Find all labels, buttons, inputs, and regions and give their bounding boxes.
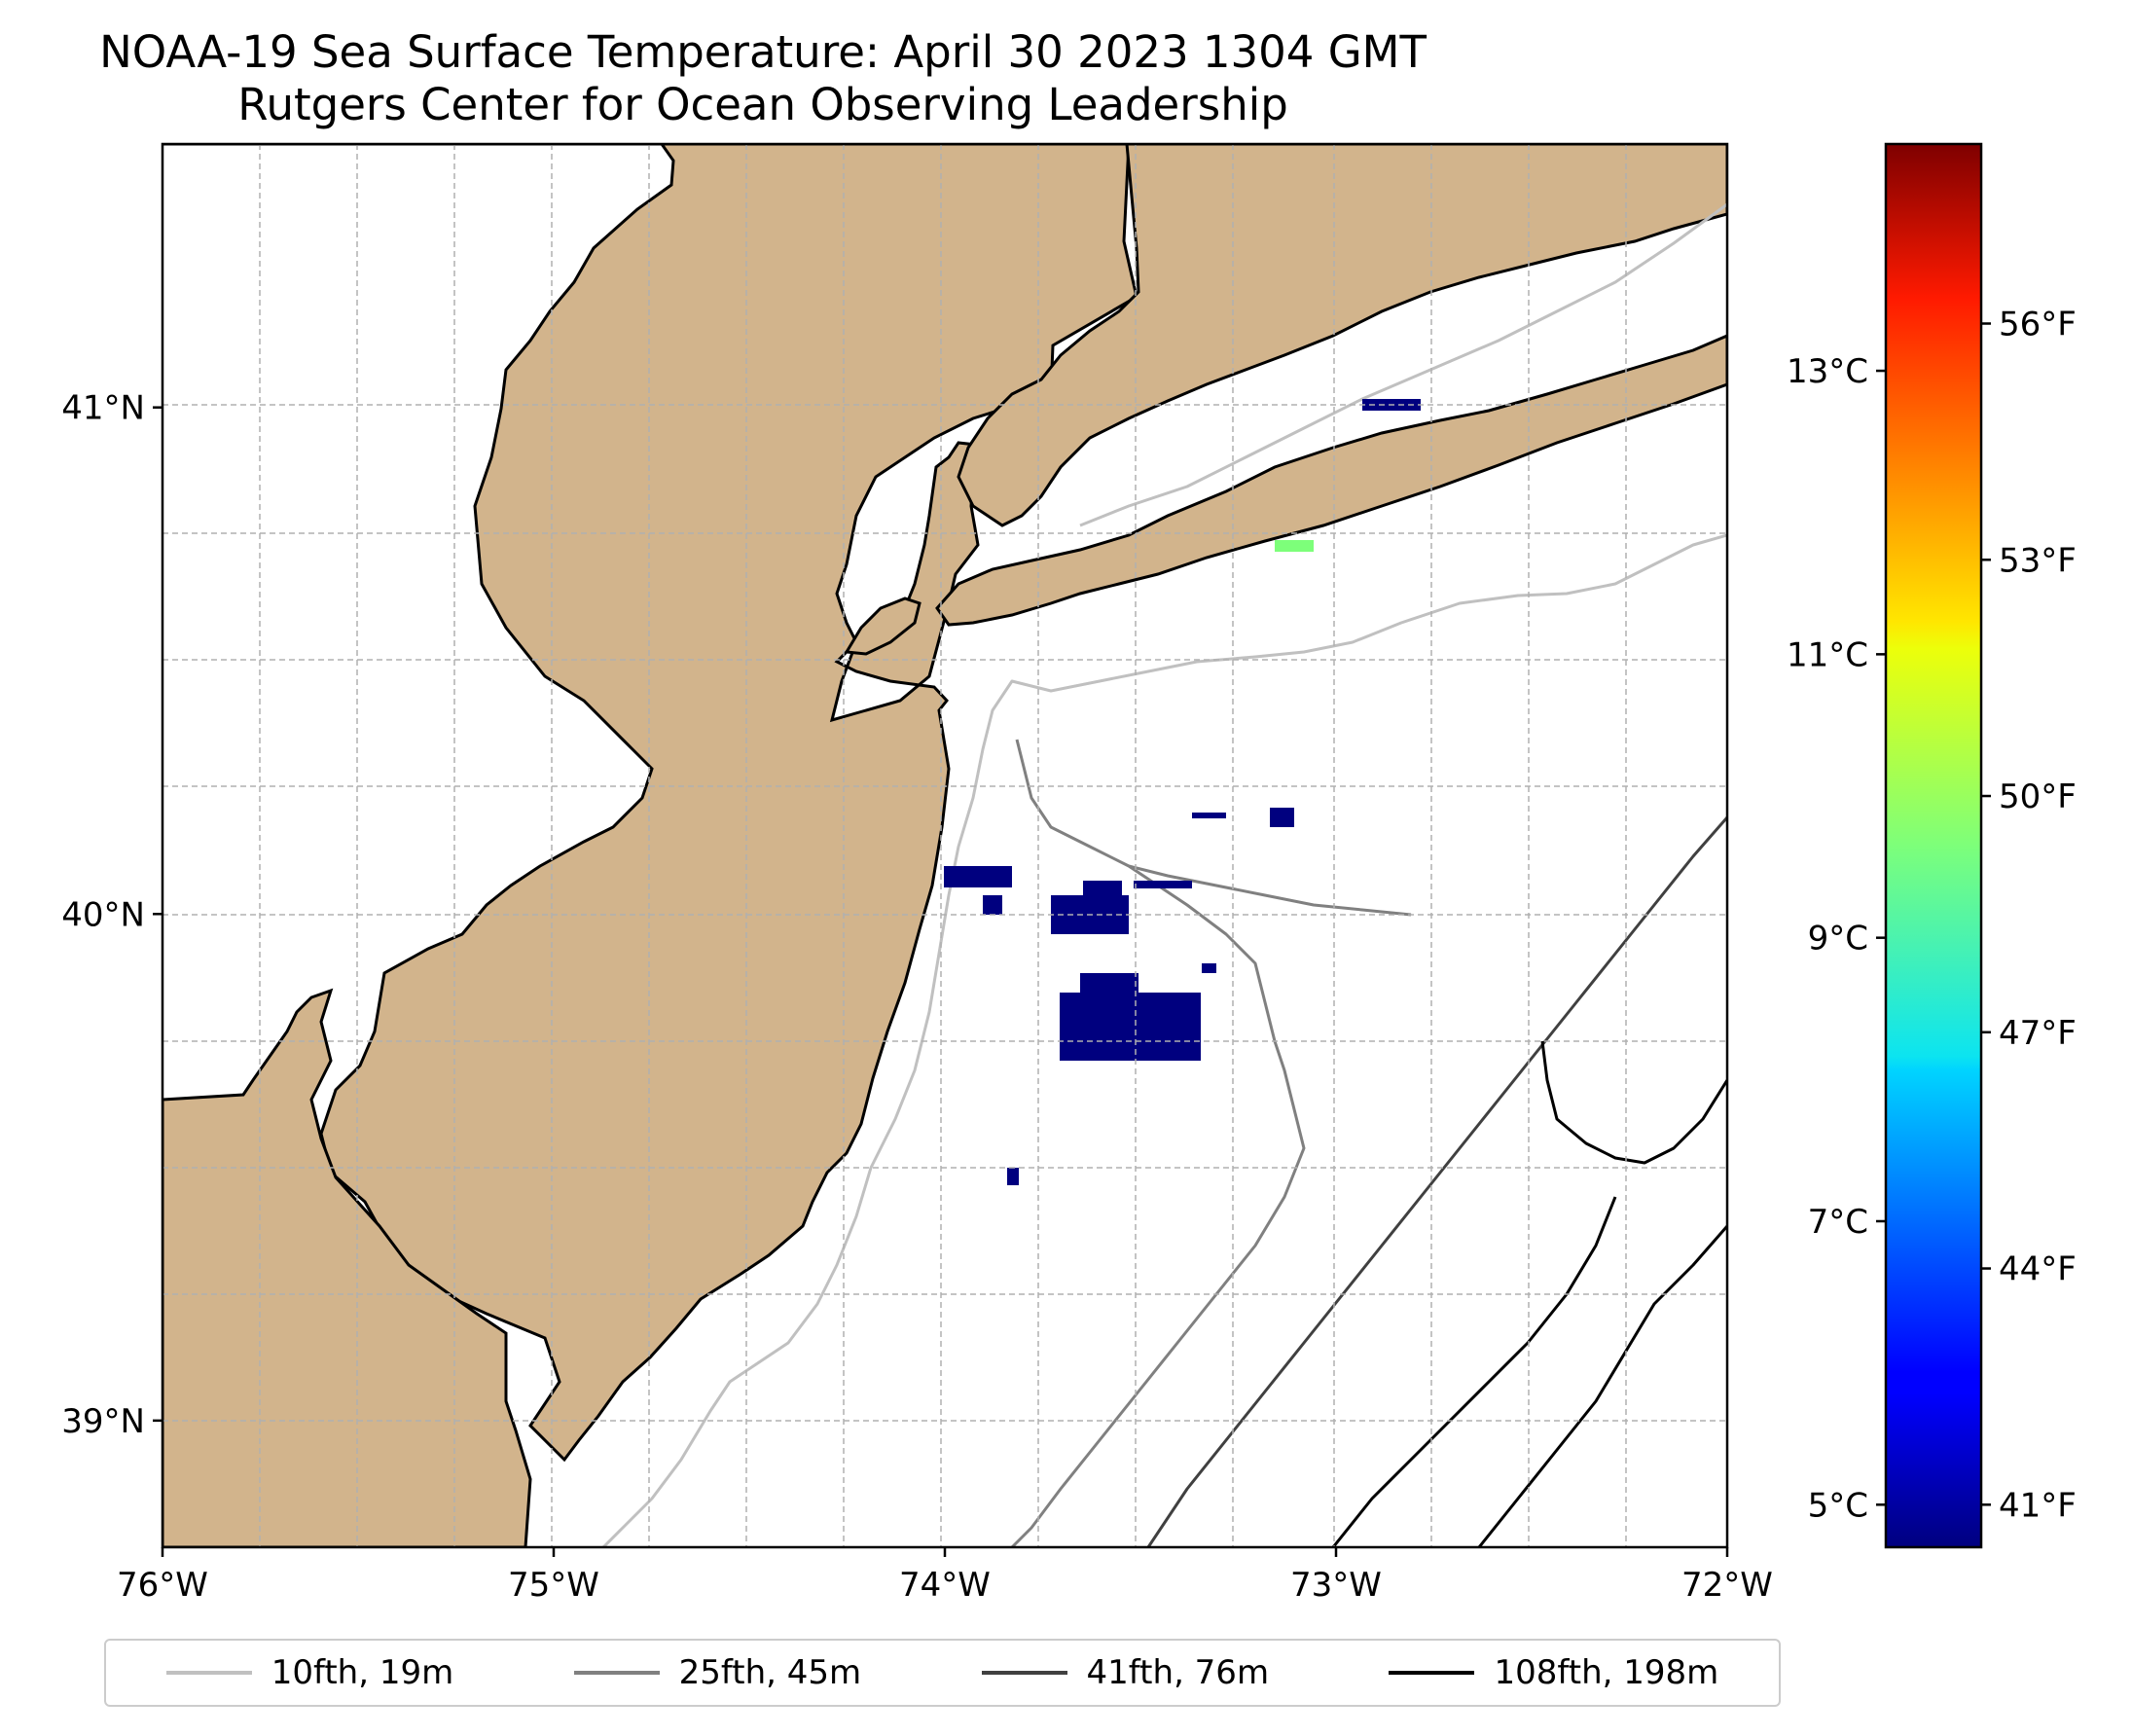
land-connecticut bbox=[957, 144, 1727, 527]
map-title: NOAA-19 Sea Surface Temperature: April 3… bbox=[99, 26, 1427, 78]
legend-line-swatch bbox=[981, 1671, 1067, 1675]
contour-108fth-east bbox=[1477, 1225, 1727, 1547]
legend-label: 10fth, 19m bbox=[271, 1653, 454, 1692]
colorbar-fahrenheit-label: 44°F bbox=[1999, 1250, 2077, 1289]
colorbar-fahrenheit-axis: 56°F 53°F 50°F 47°F 44°F 41°F bbox=[1981, 305, 2077, 1525]
contour-41fth bbox=[1146, 816, 1727, 1547]
lon-tick-label: 72°W bbox=[1681, 1566, 1773, 1605]
legend-entry: 10fth, 19m bbox=[165, 1653, 454, 1692]
latitude-axis: 41°N 40°N 39°N bbox=[61, 389, 163, 1441]
colorbar-celsius-axis: 13°C 11°C 9°C 7°C 5°C bbox=[1787, 352, 1886, 1525]
contour-10fth-north bbox=[1079, 202, 1727, 527]
land-long-island bbox=[935, 334, 1727, 627]
colorbar-celsius-label: 9°C bbox=[1808, 920, 1868, 958]
legend-label: 25fth, 45m bbox=[678, 1653, 862, 1692]
legend-entry: 25fth, 45m bbox=[573, 1653, 862, 1692]
contour-10fth bbox=[601, 533, 1727, 1547]
legend-label: 41fth, 76m bbox=[1086, 1653, 1270, 1692]
longitude-axis: 76°W 75°W 74°W 73°W 72°W bbox=[117, 1547, 1773, 1605]
colorbar-fahrenheit-label: 50°F bbox=[1999, 778, 2077, 816]
sst-patches bbox=[944, 399, 1421, 1185]
colorbar-celsius-label: 5°C bbox=[1808, 1486, 1868, 1525]
lat-tick-label: 41°N bbox=[61, 389, 145, 428]
legend-label: 108fth, 198m bbox=[1494, 1653, 1719, 1692]
lon-tick-label: 76°W bbox=[117, 1566, 208, 1605]
legend-line-swatch bbox=[165, 1671, 252, 1675]
lat-tick-label: 39°N bbox=[61, 1402, 145, 1441]
contour-108fth-south bbox=[1331, 1196, 1617, 1547]
map-subtitle: Rutgers Center for Ocean Observing Leade… bbox=[237, 79, 1288, 130]
lon-tick-label: 73°W bbox=[1290, 1566, 1382, 1605]
lon-tick-label: 74°W bbox=[899, 1566, 991, 1605]
colorbar-fahrenheit-label: 41°F bbox=[1999, 1486, 2077, 1525]
contour-25fth-east bbox=[1128, 864, 1412, 917]
contour-legend: 10fth, 19m 25fth, 45m 41fth, 76m 108fth, 19… bbox=[104, 1639, 1781, 1707]
legend-entry: 108fth, 198m bbox=[1389, 1653, 1718, 1692]
colorbar-celsius-label: 11°C bbox=[1787, 635, 1868, 674]
legend-line-swatch bbox=[573, 1671, 660, 1675]
colorbar-celsius-label: 13°C bbox=[1787, 352, 1868, 391]
legend-entry: 41fth, 76m bbox=[981, 1653, 1270, 1692]
legend-line-swatch bbox=[1389, 1671, 1475, 1675]
contour-25fth bbox=[1010, 739, 1306, 1547]
colorbar-celsius-label: 7°C bbox=[1808, 1203, 1868, 1242]
lon-tick-label: 75°W bbox=[508, 1566, 599, 1605]
colorbar-fahrenheit-label: 53°F bbox=[1999, 541, 2077, 580]
contour-108fth bbox=[1540, 1040, 1727, 1165]
colorbar-fahrenheit-label: 56°F bbox=[1999, 305, 2077, 344]
colorbar-fahrenheit-label: 47°F bbox=[1999, 1014, 2077, 1053]
lat-tick-label: 40°N bbox=[61, 895, 145, 934]
sst-warm-patch bbox=[1275, 540, 1314, 552]
colorbar bbox=[1884, 142, 1983, 1549]
gridlines bbox=[163, 144, 1727, 1547]
land-delaware bbox=[163, 988, 532, 1547]
land-staten-island bbox=[844, 597, 921, 656]
